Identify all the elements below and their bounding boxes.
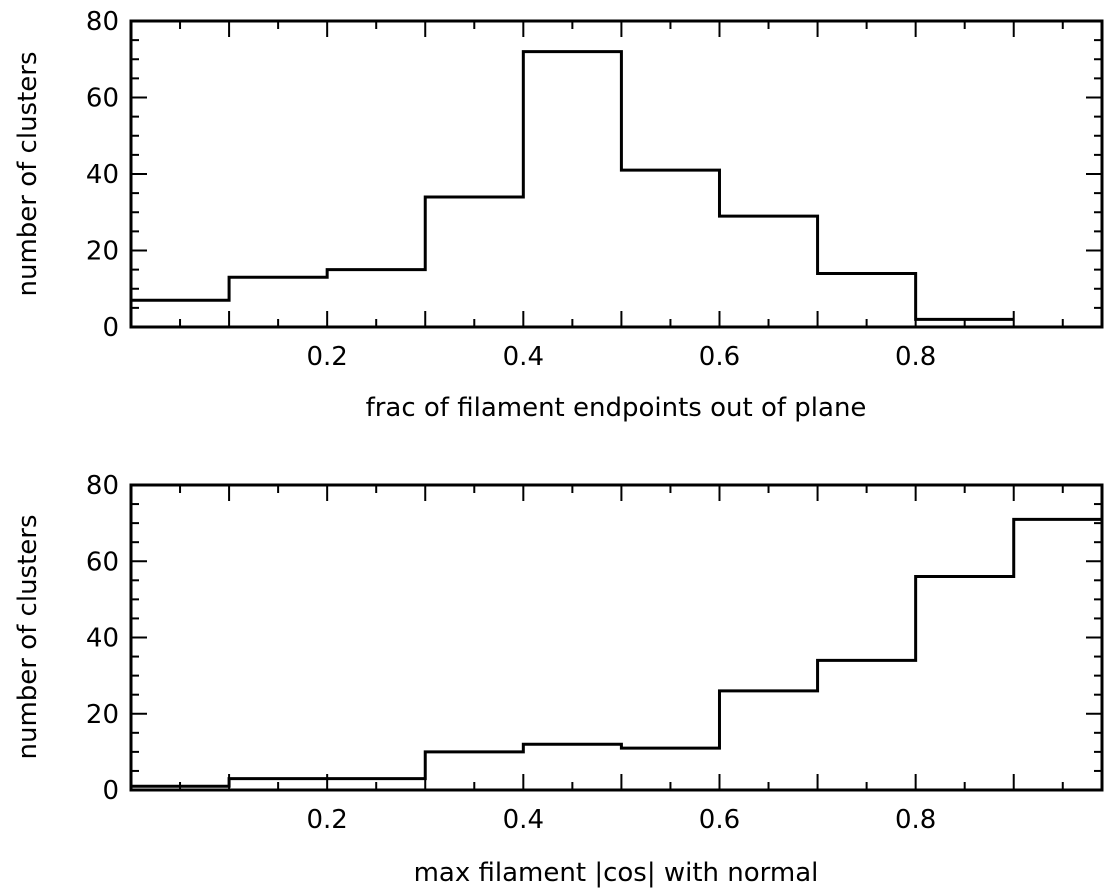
top-histogram-panel: 0.2 0.4 0.6 0.8 0 20 40 60 80 frac of filament …: [13, 7, 1104, 423]
top-x-tick-labels: 0.2 0.4 0.6 0.8: [306, 342, 936, 372]
top-y-tick-label: 0: [102, 313, 119, 343]
bottom-histogram-line: [131, 517, 1102, 788]
bottom-x-tick-label: 0.4: [503, 805, 544, 835]
top-histogram-line: [131, 50, 1014, 321]
bottom-x-tick-labels: 0.2 0.4 0.6 0.8: [306, 805, 936, 835]
bottom-y-tick-label: 40: [86, 624, 119, 654]
bottom-x-tick-label: 0.8: [895, 805, 936, 835]
top-x-tick-label: 0.4: [503, 342, 544, 372]
bottom-x-tick-label: 0.2: [306, 805, 347, 835]
bottom-y-tick-labels: 0 20 40 60 80: [86, 471, 119, 806]
bottom-tick-marks: [131, 485, 1102, 790]
top-x-tick-label: 0.6: [699, 342, 740, 372]
top-x-tick-label: 0.2: [306, 342, 347, 372]
top-tick-marks: [131, 21, 1102, 327]
top-plot-frame: [129, 19, 1104, 329]
top-y-tick-label: 40: [86, 160, 119, 190]
top-y-tick-label: 60: [86, 84, 119, 114]
bottom-y-tick-label: 0: [102, 776, 119, 806]
bottom-x-axis-label: max filament |cos| with normal: [414, 858, 819, 888]
top-x-axis-label: frac of filament endpoints out of plane: [366, 393, 867, 423]
top-y-tick-label: 20: [86, 237, 119, 267]
bottom-y-tick-label: 80: [86, 471, 119, 501]
bottom-y-tick-label: 20: [86, 700, 119, 730]
top-y-tick-labels: 0 20 40 60 80: [86, 7, 119, 343]
top-y-axis-label: number of clusters: [13, 51, 43, 296]
top-y-tick-label: 80: [86, 7, 119, 37]
bottom-y-axis-label: number of clusters: [13, 514, 43, 759]
top-x-tick-label: 0.8: [895, 342, 936, 372]
bottom-histogram-panel: 0.2 0.4 0.6 0.8 0 20 40 60 80 max filament |cos…: [13, 471, 1104, 888]
bottom-y-tick-label: 60: [86, 547, 119, 577]
bottom-x-tick-label: 0.6: [699, 805, 740, 835]
